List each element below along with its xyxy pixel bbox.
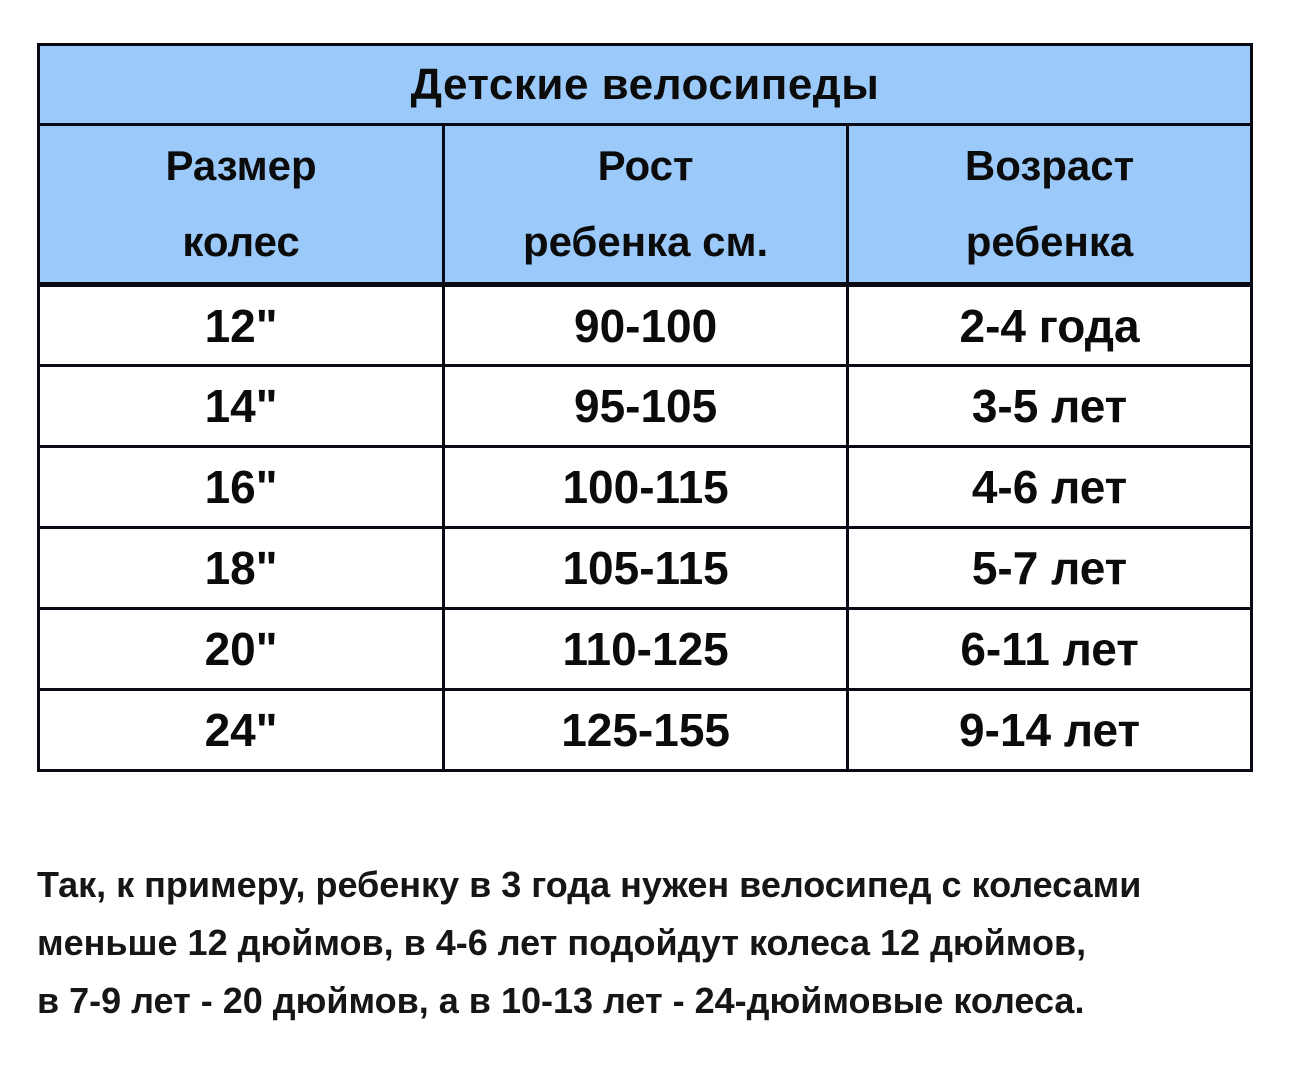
table-row: 16" 100-115 4-6 лет xyxy=(36,445,1253,529)
column-header-line: Рост xyxy=(597,142,694,189)
cell-age: 2-4 года xyxy=(846,283,1253,367)
table-row: 14" 95-105 3-5 лет xyxy=(36,364,1253,448)
column-header-child-age: Возраст ребенка xyxy=(846,123,1253,287)
cell-wheel-size: 20" xyxy=(36,607,446,691)
cell-height: 125-155 xyxy=(442,688,850,772)
cell-height: 100-115 xyxy=(442,445,850,529)
cell-age: 6-11 лет xyxy=(846,607,1253,691)
note-line: меньше 12 дюймов, в 4-6 лет подойдут кол… xyxy=(37,922,1087,963)
column-header-line: ребенка xyxy=(965,218,1134,265)
table-row: 20" 110-125 6-11 лет xyxy=(36,607,1253,691)
cell-wheel-size: 14" xyxy=(36,364,446,448)
cell-wheel-size: 24" xyxy=(36,688,446,772)
cell-wheel-size: 12" xyxy=(36,283,446,367)
explanatory-note: Так, к примеру, ребенку в 3 года нужен в… xyxy=(37,856,1287,1030)
column-header-line: Размер xyxy=(165,142,317,189)
table-row: 18" 105-115 5-7 лет xyxy=(36,526,1253,610)
cell-height: 90-100 xyxy=(442,283,850,367)
column-header-child-height: Рост ребенка см. xyxy=(442,123,850,287)
cell-height: 105-115 xyxy=(442,526,850,610)
cell-age: 5-7 лет xyxy=(846,526,1253,610)
cell-age: 9-14 лет xyxy=(846,688,1253,772)
cell-wheel-size: 18" xyxy=(36,526,446,610)
table-row: 12" 90-100 2-4 года xyxy=(36,283,1253,367)
column-header-wheel-size: Размер колес xyxy=(36,123,446,287)
table-title: Детские велосипеды xyxy=(37,43,1253,126)
table-title-row: Детские велосипеды xyxy=(37,43,1253,126)
note-line: Так, к примеру, ребенку в 3 года нужен в… xyxy=(37,864,1142,905)
table-header-row: Размер колес Рост ребенка см. Возраст ре… xyxy=(36,123,1253,287)
column-header-line: Возраст xyxy=(964,142,1135,189)
cell-age: 4-6 лет xyxy=(846,445,1253,529)
cell-height: 110-125 xyxy=(442,607,850,691)
cell-height: 95-105 xyxy=(442,364,850,448)
column-header-line: ребенка см. xyxy=(522,218,769,265)
column-header-line: колес xyxy=(182,218,300,265)
cell-wheel-size: 16" xyxy=(36,445,446,529)
cell-age: 3-5 лет xyxy=(846,364,1253,448)
table-row: 24" 125-155 9-14 лет xyxy=(36,688,1253,772)
note-line: в 7-9 лет - 20 дюймов, а в 10-13 лет - 2… xyxy=(37,980,1085,1021)
kids-bike-size-table: Детские велосипеды Размер колес Рост реб… xyxy=(36,43,1253,772)
